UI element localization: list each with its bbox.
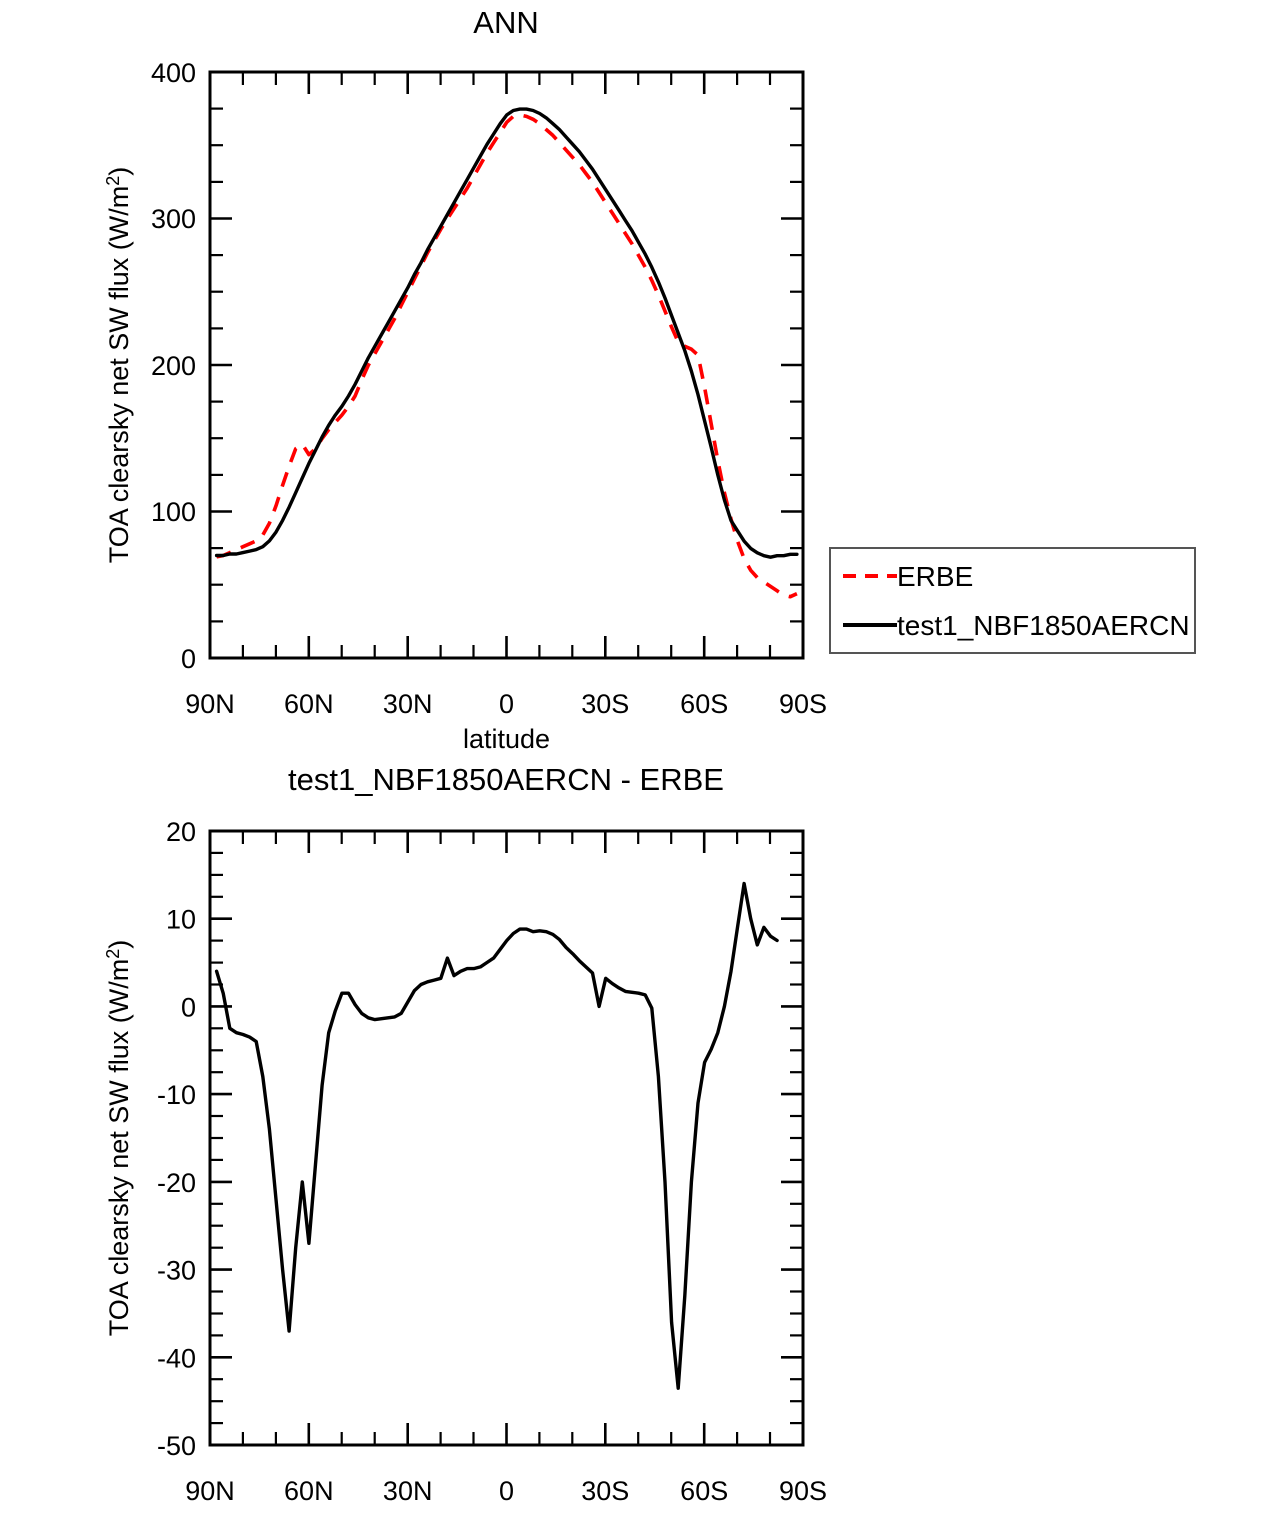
top-xtick-label-30S: 30S xyxy=(581,689,629,719)
top-yaxis-label-superscript: 2 xyxy=(103,176,123,186)
top-xtick-label-90N: 90N xyxy=(185,689,235,719)
legend-entry-erbe[interactable]: ERBE xyxy=(843,561,973,592)
top-panel-title: ANN xyxy=(473,5,538,40)
top-y-major-ticks xyxy=(210,70,803,660)
bottom-yaxis-label-tail: ) xyxy=(104,940,134,949)
top-ytick-label-400: 400 xyxy=(151,58,196,88)
legend[interactable]: ERBE test1_NBF1850AERCN xyxy=(829,547,1196,654)
bottom-y-major-ticks xyxy=(210,829,803,1447)
top-ytick-label-100: 100 xyxy=(151,497,196,527)
top-x-major-ticks xyxy=(208,72,805,658)
bottom-ytick-label-n20: -20 xyxy=(157,1168,196,1198)
bottom-ytick-label-n40: -40 xyxy=(157,1343,196,1373)
bottom-xaxis-label: latitude xyxy=(463,1513,550,1517)
bottom-xtick-label-30N: 30N xyxy=(383,1476,433,1506)
svg-text:TOA clearsky net SW flux (W/m2: TOA clearsky net SW flux (W/m2) xyxy=(103,940,134,1337)
top-y-minor-ticks xyxy=(210,107,803,623)
bottom-ytick-label-n10: -10 xyxy=(157,1080,196,1110)
bottom-x-major-ticks xyxy=(208,831,805,1445)
top-xtick-label-60S: 60S xyxy=(680,689,728,719)
series-test1-nbf1850aercn-line xyxy=(214,107,799,559)
bottom-ytick-label-0: 0 xyxy=(181,992,196,1022)
bottom-xtick-label-90N: 90N xyxy=(185,1476,235,1506)
series-difference-line xyxy=(214,881,779,1390)
bottom-xtick-label-60N: 60N xyxy=(284,1476,334,1506)
bottom-ytick-label-n50: -50 xyxy=(157,1431,196,1461)
bottom-x-minor-ticks xyxy=(241,831,772,1445)
bottom-panel: test1_NBF1850AERCN - ERBE xyxy=(103,762,827,1517)
bottom-ytick-label-10: 10 xyxy=(166,905,196,935)
top-ytick-label-0: 0 xyxy=(181,644,196,674)
top-yaxis-label-tail: ) xyxy=(104,167,134,176)
bottom-xtick-label-30S: 30S xyxy=(581,1476,629,1506)
bottom-yaxis-label-superscript: 2 xyxy=(103,949,123,959)
legend-entry-test1-nbf1850aercn[interactable]: test1_NBF1850AERCN xyxy=(843,610,1190,641)
legend-label-test1-nbf1850aercn: test1_NBF1850AERCN xyxy=(897,610,1190,641)
legend-box xyxy=(829,547,1196,654)
top-xtick-label-90S: 90S xyxy=(779,689,827,719)
bottom-ytick-label-20: 20 xyxy=(166,817,196,847)
bottom-ytick-label-n30: -30 xyxy=(157,1256,196,1286)
bottom-xtick-label-60S: 60S xyxy=(680,1476,728,1506)
svg-text:TOA clearsky net SW flux (W/m2: TOA clearsky net SW flux (W/m2) xyxy=(103,167,134,564)
top-xaxis-label: latitude xyxy=(463,724,550,754)
bottom-xtick-label-0: 0 xyxy=(499,1476,514,1506)
bottom-y-minor-ticks xyxy=(210,851,803,1425)
top-ytick-label-200: 200 xyxy=(151,351,196,381)
top-yaxis-label: TOA clearsky net SW flux (W/m2) xyxy=(103,167,134,564)
bottom-panel-title: test1_NBF1850AERCN - ERBE xyxy=(288,762,724,797)
bottom-yaxis-label-main: TOA clearsky net SW flux (W/m xyxy=(104,959,134,1337)
bottom-yaxis-label: TOA clearsky net SW flux (W/m2) xyxy=(103,940,134,1337)
top-ytick-label-300: 300 xyxy=(151,204,196,234)
top-panel: ANN xyxy=(103,5,1196,754)
bottom-xtick-label-90S: 90S xyxy=(779,1476,827,1506)
top-xtick-label-0: 0 xyxy=(499,689,514,719)
legend-label-erbe: ERBE xyxy=(897,561,973,592)
series-erbe-line xyxy=(216,113,798,599)
top-yaxis-label-main: TOA clearsky net SW flux (W/m xyxy=(104,186,134,564)
top-xtick-label-30N: 30N xyxy=(383,689,433,719)
top-xtick-label-60N: 60N xyxy=(284,689,334,719)
top-x-minor-ticks xyxy=(241,72,772,658)
